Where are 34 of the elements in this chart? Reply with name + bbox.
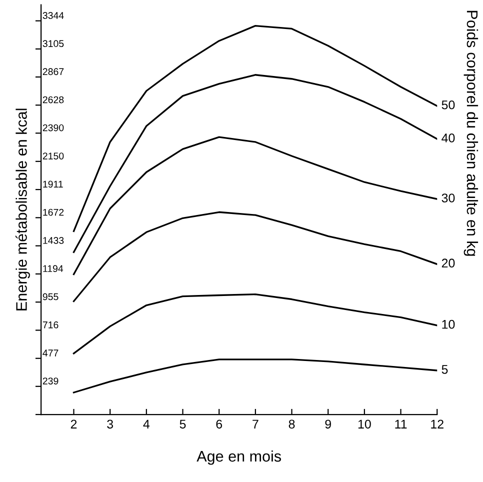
x-tick-label: 4 bbox=[143, 420, 150, 428]
x-tick-label: 7 bbox=[252, 420, 258, 428]
y-tick-label: 1194 bbox=[43, 265, 64, 272]
y-tick-label: 716 bbox=[42, 321, 58, 328]
x-tick-label: 6 bbox=[216, 420, 222, 429]
x-tick-label: 9 bbox=[325, 420, 331, 429]
x-tick-label: 2 bbox=[70, 420, 77, 428]
y-tick-label: 3344 bbox=[42, 12, 64, 19]
x-tick-label: 5 bbox=[180, 420, 186, 429]
series-label: 40 bbox=[442, 134, 455, 142]
x-axis-title: Age en mois bbox=[196, 450, 281, 465]
y-tick-label: 1672 bbox=[43, 208, 64, 216]
series-label: 10 bbox=[442, 320, 455, 329]
y-axis-title: Energie métabolisable en kcal bbox=[16, 108, 30, 310]
y-tick-label: 239 bbox=[42, 378, 58, 384]
x-tick-label: 11 bbox=[395, 420, 407, 428]
x-tick-label: 10 bbox=[358, 420, 371, 429]
y-tick-label: 2867 bbox=[42, 68, 64, 76]
series-label: 30 bbox=[442, 194, 455, 202]
x-tick-label: 8 bbox=[288, 420, 295, 429]
y-tick-label: 477 bbox=[42, 350, 58, 356]
y-tick-label: 2628 bbox=[42, 96, 64, 104]
y-tick-label: 2390 bbox=[42, 124, 64, 132]
series-label: 50 bbox=[442, 100, 455, 110]
y-tick-label: 2150 bbox=[42, 152, 64, 160]
y-tick-label: 1911 bbox=[43, 180, 63, 188]
series-label: 5 bbox=[442, 365, 448, 374]
y-tick-label: 3105 bbox=[42, 40, 64, 48]
series-label: 20 bbox=[442, 258, 455, 268]
y-tick-label: 955 bbox=[42, 293, 58, 300]
x-tick-label: 3 bbox=[107, 420, 114, 429]
y2-axis-title: Poids corporel du chien adulte en kg bbox=[464, 10, 478, 256]
x-tick-label: 12 bbox=[431, 420, 444, 428]
y-tick-label: 1433 bbox=[43, 237, 64, 244]
